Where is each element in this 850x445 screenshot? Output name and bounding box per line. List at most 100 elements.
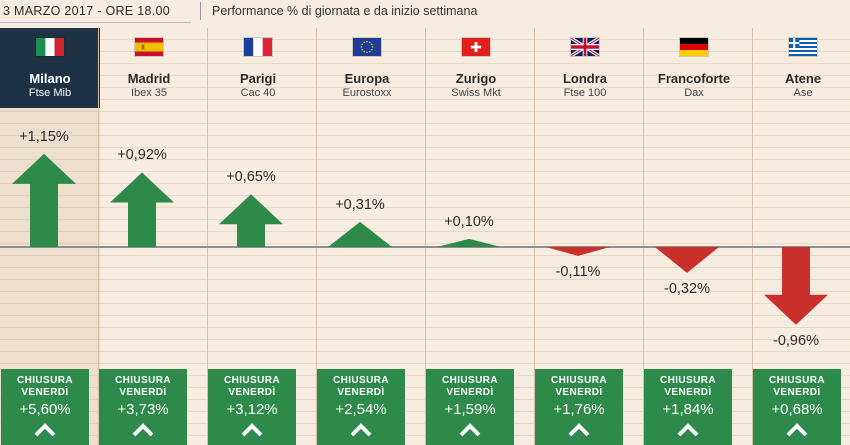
weekly-caption-line2: VENERDÌ	[337, 387, 385, 398]
weekly-box-europa: CHIUSURA VENERDÌ +2,54%	[317, 369, 405, 445]
weekly-caption-line2: VENERDÌ	[228, 387, 276, 398]
market-name: Madrid	[127, 71, 171, 86]
market-name: Atene	[784, 71, 822, 86]
eu-flag-icon	[353, 38, 381, 56]
market-column-europa: Europa Eurostoxx	[316, 28, 417, 445]
chevron-up-icon	[132, 423, 154, 437]
weekly-caption-line2: VENERDÌ	[773, 387, 821, 398]
weekly-value: +3,73%	[117, 401, 169, 418]
weekly-caption-line2: VENERDÌ	[555, 387, 603, 398]
chevron-up-icon	[241, 423, 263, 437]
greece-flag-icon	[789, 38, 817, 56]
market-index-name: Ase	[793, 87, 813, 99]
up-arrow-madrid	[110, 172, 174, 247]
up-arrow-milano	[12, 153, 76, 247]
market-name: Europa	[344, 71, 390, 86]
market-name: Milano	[29, 71, 71, 86]
date-time-label: 3 MARZO 2017 - ORE 18.00	[0, 0, 191, 23]
weekly-caption-line1: CHIUSURA	[551, 375, 607, 386]
market-header: Parigi Cac 40	[208, 28, 308, 108]
zero-baseline	[0, 246, 850, 248]
market-header: Madrid Ibex 35	[99, 28, 199, 108]
weekly-value: +1,76%	[553, 401, 605, 418]
weekly-caption-line1: CHIUSURA	[442, 375, 498, 386]
weekly-box-milano: CHIUSURA VENERDÌ +5,60%	[1, 369, 89, 445]
weekly-box-parigi: CHIUSURA VENERDÌ +3,12%	[208, 369, 296, 445]
market-header: Atene Ase	[753, 28, 850, 108]
daily-value-label: +0,10%	[444, 213, 494, 230]
market-header: Europa Eurostoxx	[317, 28, 417, 108]
weekly-value: +1,59%	[444, 401, 496, 418]
weekly-box-atene: CHIUSURA VENERDÌ +0,68%	[753, 369, 841, 445]
weekly-caption-line2: VENERDÌ	[446, 387, 494, 398]
weekly-caption-line2: VENERDÌ	[664, 387, 712, 398]
weekly-value: +1,84%	[662, 401, 714, 418]
daily-value-label: +1,15%	[19, 128, 69, 145]
market-column-madrid: Madrid Ibex 35	[98, 28, 199, 445]
weekly-caption-line1: CHIUSURA	[17, 375, 73, 386]
market-index-name: Eurostoxx	[342, 87, 392, 99]
italy-flag-icon	[36, 38, 64, 56]
france-flag-icon	[244, 38, 272, 56]
market-name: Londra	[562, 71, 608, 86]
market-index-name: Cac 40	[240, 87, 276, 99]
market-header: Milano Ftse Mib	[0, 28, 100, 108]
chart-header: 3 MARZO 2017 - ORE 18.00 Performance % d…	[0, 0, 850, 24]
market-index-name: Swiss Mkt	[451, 87, 501, 99]
weekly-caption-line1: CHIUSURA	[115, 375, 171, 386]
market-index-name: Ftse Mib	[28, 87, 72, 99]
chevron-up-icon	[677, 423, 699, 437]
switzerland-flag-icon	[462, 38, 490, 56]
down-arrow-francoforte	[655, 247, 719, 273]
market-column-londra: Londra Ftse 100	[534, 28, 635, 445]
market-name: Francoforte	[657, 71, 731, 86]
weekly-box-madrid: CHIUSURA VENERDÌ +3,73%	[99, 369, 187, 445]
daily-value-label: -0,32%	[664, 280, 710, 297]
chevron-up-icon	[350, 423, 372, 437]
down-arrow-londra	[546, 247, 610, 256]
chevron-up-icon	[34, 423, 56, 437]
market-column-parigi: Parigi Cac 40	[207, 28, 308, 445]
weekly-caption-line2: VENERDÌ	[119, 387, 167, 398]
chart-subtitle: Performance % di giornata e da inizio se…	[212, 4, 478, 18]
market-header: Francoforte Dax	[644, 28, 744, 108]
market-name: Parigi	[239, 71, 277, 86]
weekly-caption-line2: VENERDÌ	[21, 387, 69, 398]
weekly-box-francoforte: CHIUSURA VENERDÌ +1,84%	[644, 369, 732, 445]
weekly-value: +2,54%	[335, 401, 387, 418]
market-name: Zurigo	[455, 71, 497, 86]
market-index-name: Ibex 35	[130, 87, 168, 99]
spain-flag-icon	[135, 38, 163, 56]
daily-value-label: -0,11%	[555, 263, 601, 280]
weekly-caption-line1: CHIUSURA	[769, 375, 825, 386]
daily-value-label: +0,92%	[117, 147, 167, 164]
up-arrow-europa	[328, 221, 392, 247]
up-arrow-zurigo	[437, 238, 501, 247]
uk-flag-icon	[571, 38, 599, 56]
market-column-atene: Atene Ase	[752, 28, 850, 445]
weekly-value: +0,68%	[771, 401, 823, 418]
weekly-box-londra: CHIUSURA VENERDÌ +1,76%	[535, 369, 623, 445]
weekly-caption-line1: CHIUSURA	[660, 375, 716, 386]
market-header: Londra Ftse 100	[535, 28, 635, 108]
market-index-name: Dax	[684, 87, 704, 99]
market-index-name: Ftse 100	[563, 87, 607, 99]
daily-value-label: -0,96%	[773, 332, 819, 349]
weekly-value: +3,12%	[226, 401, 278, 418]
weekly-caption-line1: CHIUSURA	[224, 375, 280, 386]
weekly-box-zurigo: CHIUSURA VENERDÌ +1,59%	[426, 369, 514, 445]
market-column-francoforte: Francoforte Dax	[643, 28, 744, 445]
daily-value-label: +0,65%	[226, 169, 276, 186]
market-column-zurigo: Zurigo Swiss Mkt	[425, 28, 526, 445]
weekly-caption-line1: CHIUSURA	[333, 375, 389, 386]
weekly-value: +5,60%	[19, 401, 71, 418]
down-arrow-atene	[764, 247, 828, 325]
chevron-up-icon	[568, 423, 590, 437]
chevron-up-icon	[459, 423, 481, 437]
up-arrow-parigi	[219, 194, 283, 247]
daily-value-label: +0,31%	[335, 196, 385, 213]
germany-flag-icon	[680, 38, 708, 56]
chevron-up-icon	[786, 423, 808, 437]
market-header: Zurigo Swiss Mkt	[426, 28, 526, 108]
